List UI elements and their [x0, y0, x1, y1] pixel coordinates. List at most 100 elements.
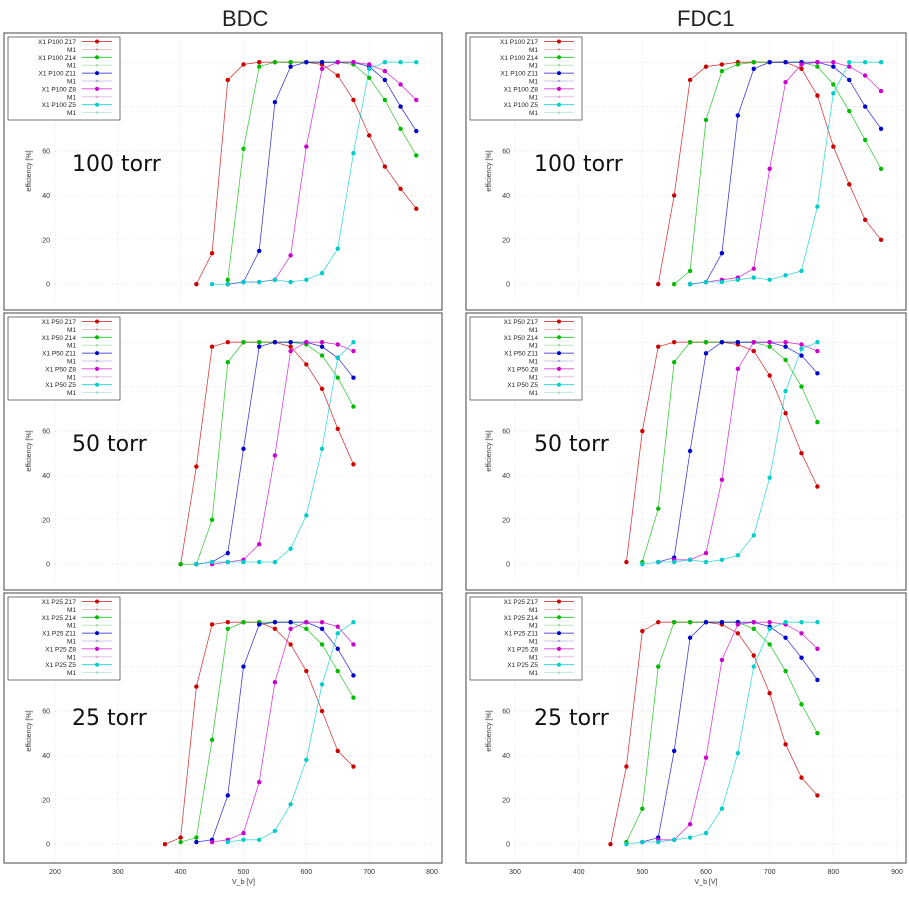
pressure-label: 50 torr	[72, 432, 148, 457]
data-point	[351, 97, 356, 103]
data-point	[847, 108, 852, 114]
legend-marker	[95, 111, 99, 114]
legend-marker	[557, 335, 561, 340]
legend-marker	[95, 79, 99, 83]
panel-frame	[465, 592, 907, 864]
data-point	[319, 446, 325, 451]
data-point	[257, 559, 262, 565]
data-point	[272, 828, 278, 834]
legend-label: M1	[529, 390, 538, 397]
column-title-fdc1: FDC1	[677, 6, 735, 31]
pressure-label: 25 torr	[534, 706, 610, 731]
data-point	[719, 340, 725, 345]
data-point	[398, 60, 403, 65]
data-point	[398, 186, 403, 191]
legend-label: X1 P100 Z5	[42, 102, 77, 109]
data-point	[382, 60, 388, 65]
data-point	[719, 250, 725, 256]
data-point	[194, 835, 199, 840]
data-point	[815, 677, 820, 683]
data-point	[815, 204, 820, 209]
legend-marker	[95, 631, 99, 636]
data-point	[735, 553, 741, 558]
data-point	[398, 104, 403, 109]
data-point	[608, 842, 613, 847]
legend-label: M1	[67, 390, 76, 397]
chart-panel-1: 020406080100efficiency [%]X1 P100 Z17M1X…	[465, 32, 907, 311]
data-point	[414, 60, 419, 65]
series-line	[212, 61, 417, 285]
data-point	[335, 355, 340, 360]
legend-marker	[557, 646, 561, 651]
data-point	[815, 371, 820, 376]
data-point	[767, 277, 772, 282]
x-tick-label: 200	[49, 869, 61, 876]
data-point	[656, 839, 661, 845]
data-point	[319, 344, 325, 349]
legend-marker	[95, 48, 99, 51]
y-tick-label: 20	[42, 237, 50, 244]
legend-marker	[95, 615, 99, 620]
legend-marker	[95, 623, 99, 627]
data-point	[241, 146, 246, 151]
legend-marker	[95, 351, 99, 356]
legend-marker	[557, 111, 561, 114]
x-tick-label: 700	[764, 869, 776, 876]
y-tick-label: 40	[502, 473, 510, 480]
legend-marker	[95, 102, 99, 107]
data-point	[288, 620, 293, 625]
data-point	[783, 60, 788, 65]
y-axis-label: efficiency [%]	[486, 430, 493, 471]
chart-panel-2: 020406080100efficiency [%]X1 P50 Z17M1X1…	[3, 312, 443, 591]
legend-label: M1	[529, 374, 538, 381]
y-tick-label: 0	[506, 282, 510, 289]
data-point	[257, 542, 262, 547]
legend-label: X1 P50 Z5	[45, 382, 76, 389]
data-point	[335, 73, 340, 78]
data-point	[656, 344, 661, 349]
legend-marker	[557, 366, 561, 371]
data-point	[288, 279, 293, 285]
data-point	[351, 764, 356, 769]
data-point	[687, 822, 693, 827]
data-point	[703, 550, 709, 556]
legend-label: M1	[529, 607, 538, 614]
data-point	[414, 206, 419, 211]
data-point	[656, 620, 661, 625]
legend-marker	[557, 623, 561, 627]
legend-label: M1	[529, 79, 538, 86]
data-point	[799, 66, 804, 72]
legend-label: M1	[67, 670, 76, 677]
legend-marker	[557, 359, 561, 363]
data-point	[209, 737, 215, 743]
series-line	[227, 621, 354, 843]
legend-label: M1	[67, 623, 76, 630]
data-point	[335, 624, 340, 629]
series-line	[658, 621, 818, 841]
legend-label: X1 P50 Z17	[42, 319, 77, 326]
x-tick-label: 900	[891, 869, 903, 876]
y-axis-label: efficiency [%]	[26, 430, 33, 471]
legend-label: X1 P50 Z11	[42, 351, 76, 358]
x-tick-label: 800	[426, 869, 438, 876]
data-point	[767, 626, 772, 632]
y-tick-label: 40	[502, 193, 510, 200]
data-point	[767, 166, 772, 171]
data-point	[815, 419, 820, 425]
series-line	[626, 341, 818, 563]
data-point	[767, 344, 772, 349]
data-point	[799, 655, 804, 660]
series-line	[674, 341, 818, 561]
y-tick-label: 60	[42, 709, 50, 716]
pressure-label: 50 torr	[534, 432, 610, 457]
legend-label: M1	[529, 359, 538, 366]
data-point	[656, 282, 661, 287]
legend-label: M1	[67, 343, 76, 350]
x-axis-label: V_b [V]	[232, 879, 255, 886]
y-axis-label: efficiency [%]	[486, 150, 493, 191]
panel-frame	[3, 592, 443, 864]
data-point	[272, 99, 278, 105]
data-point	[815, 348, 820, 354]
series-line	[164, 621, 354, 845]
panel-frame	[465, 32, 907, 311]
